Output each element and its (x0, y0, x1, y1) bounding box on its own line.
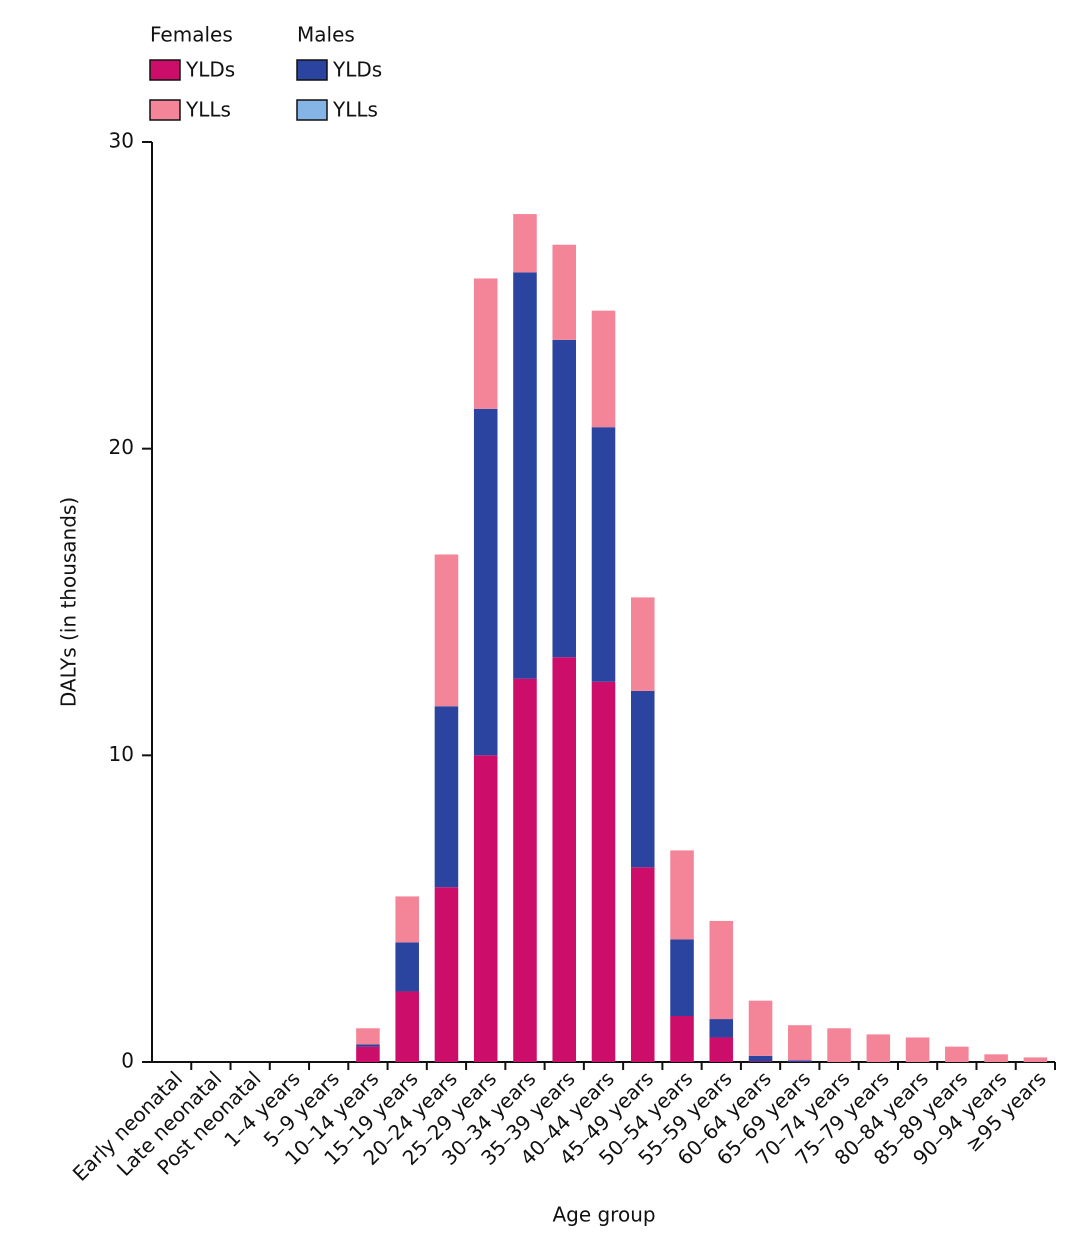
bar-segment (591, 310, 616, 428)
bar-segment (748, 1000, 773, 1056)
bar-segment (591, 681, 616, 1062)
bar-segment (670, 850, 694, 940)
bar-segment (1023, 1057, 1048, 1062)
legend-label: YLLs (332, 98, 378, 122)
legend-swatch (296, 99, 328, 121)
bar-segment (788, 1025, 812, 1061)
bar-segment (395, 991, 419, 1062)
legend-label: YLDs (332, 58, 382, 82)
legend-swatch (149, 99, 181, 121)
bar-segment (788, 1060, 812, 1062)
legend-label: YLDs (185, 58, 235, 82)
bar-segment (434, 706, 459, 888)
bar-segment (984, 1054, 1008, 1062)
bar-segment (434, 887, 459, 1062)
bar-segment (630, 690, 655, 868)
y-tick-label: 10 (109, 742, 134, 766)
bar-segment (827, 1028, 851, 1062)
bar-segment (630, 597, 655, 691)
legend-group-title: Males (297, 23, 355, 47)
bar-segment (748, 1061, 773, 1062)
legend-swatch (149, 59, 181, 81)
bar-segment (866, 1034, 891, 1062)
bar-segment (905, 1037, 930, 1062)
bar-segment (473, 408, 498, 756)
bar-segment (709, 1037, 734, 1062)
y-tick-label: 0 (121, 1049, 134, 1073)
bar-segment (552, 339, 577, 658)
bar-segment (513, 272, 537, 679)
bar-segment (356, 1028, 380, 1045)
y-tick-label: 30 (109, 129, 134, 153)
bar-segment (709, 1019, 734, 1038)
bar-segment (670, 1016, 694, 1062)
legend-group-title: Females (150, 23, 233, 47)
y-tick-label: 20 (109, 435, 134, 459)
bar-segment (630, 867, 655, 1062)
bar-segment (356, 1046, 380, 1062)
bar-segment (395, 896, 419, 943)
bar-segment (552, 244, 577, 340)
bar-segment (395, 942, 419, 992)
y-axis-label: DALYs (in thousands) (57, 497, 81, 707)
bar-segment (748, 1055, 773, 1062)
legend-swatch (296, 59, 328, 81)
bar-segment (513, 214, 537, 273)
bar-segment (473, 755, 498, 1062)
bar-segment (670, 939, 694, 1016)
bar-segment (945, 1046, 969, 1062)
bar-segment (473, 278, 498, 409)
bar-segment (552, 657, 577, 1062)
bar-segment (434, 554, 459, 707)
bar-segment (356, 1044, 380, 1047)
legend-label: YLLs (185, 98, 231, 122)
bar-segment (513, 678, 537, 1062)
x-axis-label: Age group (552, 1203, 655, 1227)
bar-segment (591, 427, 616, 682)
bar-segment (709, 920, 734, 1020)
